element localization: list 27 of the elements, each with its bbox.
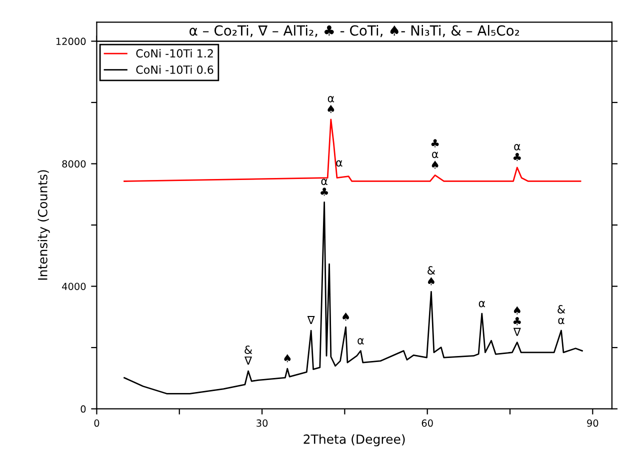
annotation: α ♠ xyxy=(328,96,334,113)
annotation: ♠ ♣ ∇ xyxy=(513,306,521,336)
y-tick-label: 0 xyxy=(80,405,86,413)
annotation: α xyxy=(478,300,486,308)
y-tick-label: 4000 xyxy=(62,282,86,290)
x-tick-label: 90 xyxy=(587,419,598,427)
annotation: α xyxy=(358,338,364,344)
legend-label: CoNi -10Ti 0.6 xyxy=(136,65,214,74)
annotation: ♣ α ♠ xyxy=(431,139,439,169)
annotation: α xyxy=(336,160,342,167)
y-tick-label: 12000 xyxy=(56,38,86,46)
x-tick-label: 30 xyxy=(256,419,268,427)
annotation: & ♠ xyxy=(428,266,436,286)
x-axis-title: 2Theta (Degree) xyxy=(304,434,405,446)
annotation: ♠ xyxy=(342,312,350,321)
chart-title: α – Co₂Ti, ∇ – AlTi₂, ♣ - CoTi, ♠- Ni₃Ti, & – Al₅Co₂ xyxy=(190,24,520,38)
annotation: ∇ xyxy=(307,316,315,324)
y-axis-title: Intensity (Counts) xyxy=(38,170,50,280)
annotation: ♠ xyxy=(284,354,291,362)
x-tick-label: 60 xyxy=(422,419,433,427)
annotation: & ∇ xyxy=(244,346,252,365)
annotation: α ♣ xyxy=(320,178,328,196)
annotation: α ♣ xyxy=(513,144,521,162)
x-tick-label: 0 xyxy=(94,419,100,427)
y-tick-label: 8000 xyxy=(62,160,86,168)
annotation: & α xyxy=(558,305,566,324)
legend-label: CoNi -10Ti 1.2 xyxy=(136,48,213,58)
